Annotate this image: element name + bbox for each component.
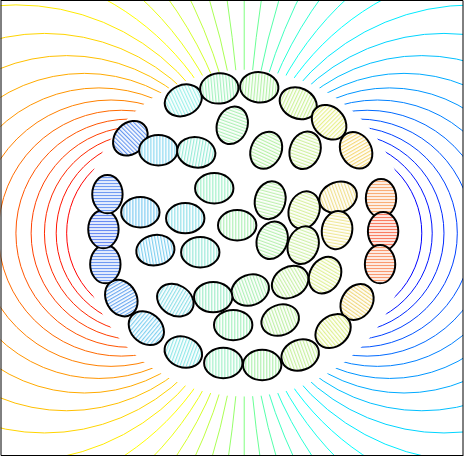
- contour-line: [0, 0, 244, 465]
- axis: [1, 455, 464, 456]
- contour-line: [244, 73, 464, 393]
- inclusions: [88, 70, 398, 380]
- inclusion: [166, 203, 204, 233]
- contour-line: [0, 88, 244, 379]
- inclusion: [121, 197, 159, 227]
- contour-line: [0, 110, 244, 356]
- frame: [463, 1, 464, 456]
- chart: [0, 0, 464, 465]
- inclusion: [244, 126, 288, 174]
- contour-line: [244, 0, 464, 465]
- inclusion: [199, 72, 240, 106]
- contour-line: [0, 100, 244, 366]
- frame: [1, 0, 464, 1]
- contour-line: [0, 0, 244, 465]
- inclusion: [134, 232, 177, 269]
- inclusion: [195, 173, 233, 203]
- inclusion: [239, 70, 280, 104]
- inclusion: [243, 350, 281, 380]
- contour-line: [31, 127, 244, 340]
- contour-line: [244, 0, 464, 465]
- inclusion: [266, 259, 314, 304]
- inclusion: [333, 126, 378, 174]
- inclusion: [251, 217, 293, 263]
- inclusion: [160, 331, 206, 373]
- inclusion: [151, 277, 199, 322]
- inclusion: [90, 245, 120, 283]
- inclusion: [218, 210, 256, 240]
- inclusion: [319, 209, 356, 252]
- contour-line: [0, 56, 244, 411]
- inclusion: [302, 251, 347, 299]
- contour-line: [244, 0, 464, 465]
- inclusion: [92, 175, 122, 213]
- contour-line: [56, 139, 244, 327]
- contour-line: [0, 5, 244, 462]
- contour-line: [244, 100, 464, 366]
- contour-line: [0, 33, 244, 433]
- contours: [0, 0, 464, 465]
- inclusion: [139, 135, 177, 165]
- axis-line: [1, 1, 2, 456]
- contour-line: [244, 144, 422, 322]
- contour-line: [244, 0, 464, 465]
- inclusion: [194, 282, 232, 312]
- inclusion: [181, 237, 219, 267]
- contour-line: [0, 73, 244, 393]
- contour-line: [244, 0, 464, 465]
- inclusion: [211, 102, 253, 148]
- inclusion: [214, 310, 252, 340]
- inclusion: [284, 127, 326, 173]
- contour-line: [0, 0, 244, 465]
- contour-line: [244, 119, 464, 347]
- inclusion: [277, 334, 323, 376]
- inclusion: [251, 178, 290, 223]
- contour-line: [67, 144, 245, 322]
- contour-line: [0, 0, 244, 465]
- contour-line: [244, 5, 464, 462]
- contour-line: [244, 139, 432, 327]
- contour-line: [244, 0, 464, 465]
- axis: [1, 1, 2, 456]
- contour-line: [244, 110, 464, 356]
- contour-line: [44, 133, 244, 333]
- inclusion: [88, 210, 118, 248]
- contour-line: [244, 88, 464, 379]
- inclusion: [175, 134, 218, 171]
- contour-line: [0, 0, 244, 465]
- inclusion: [204, 348, 242, 378]
- contour-line: [0, 0, 244, 465]
- inclusion: [257, 299, 303, 341]
- inclusion: [227, 269, 273, 311]
- inclusion: [365, 245, 395, 283]
- axis-line: [1, 455, 464, 456]
